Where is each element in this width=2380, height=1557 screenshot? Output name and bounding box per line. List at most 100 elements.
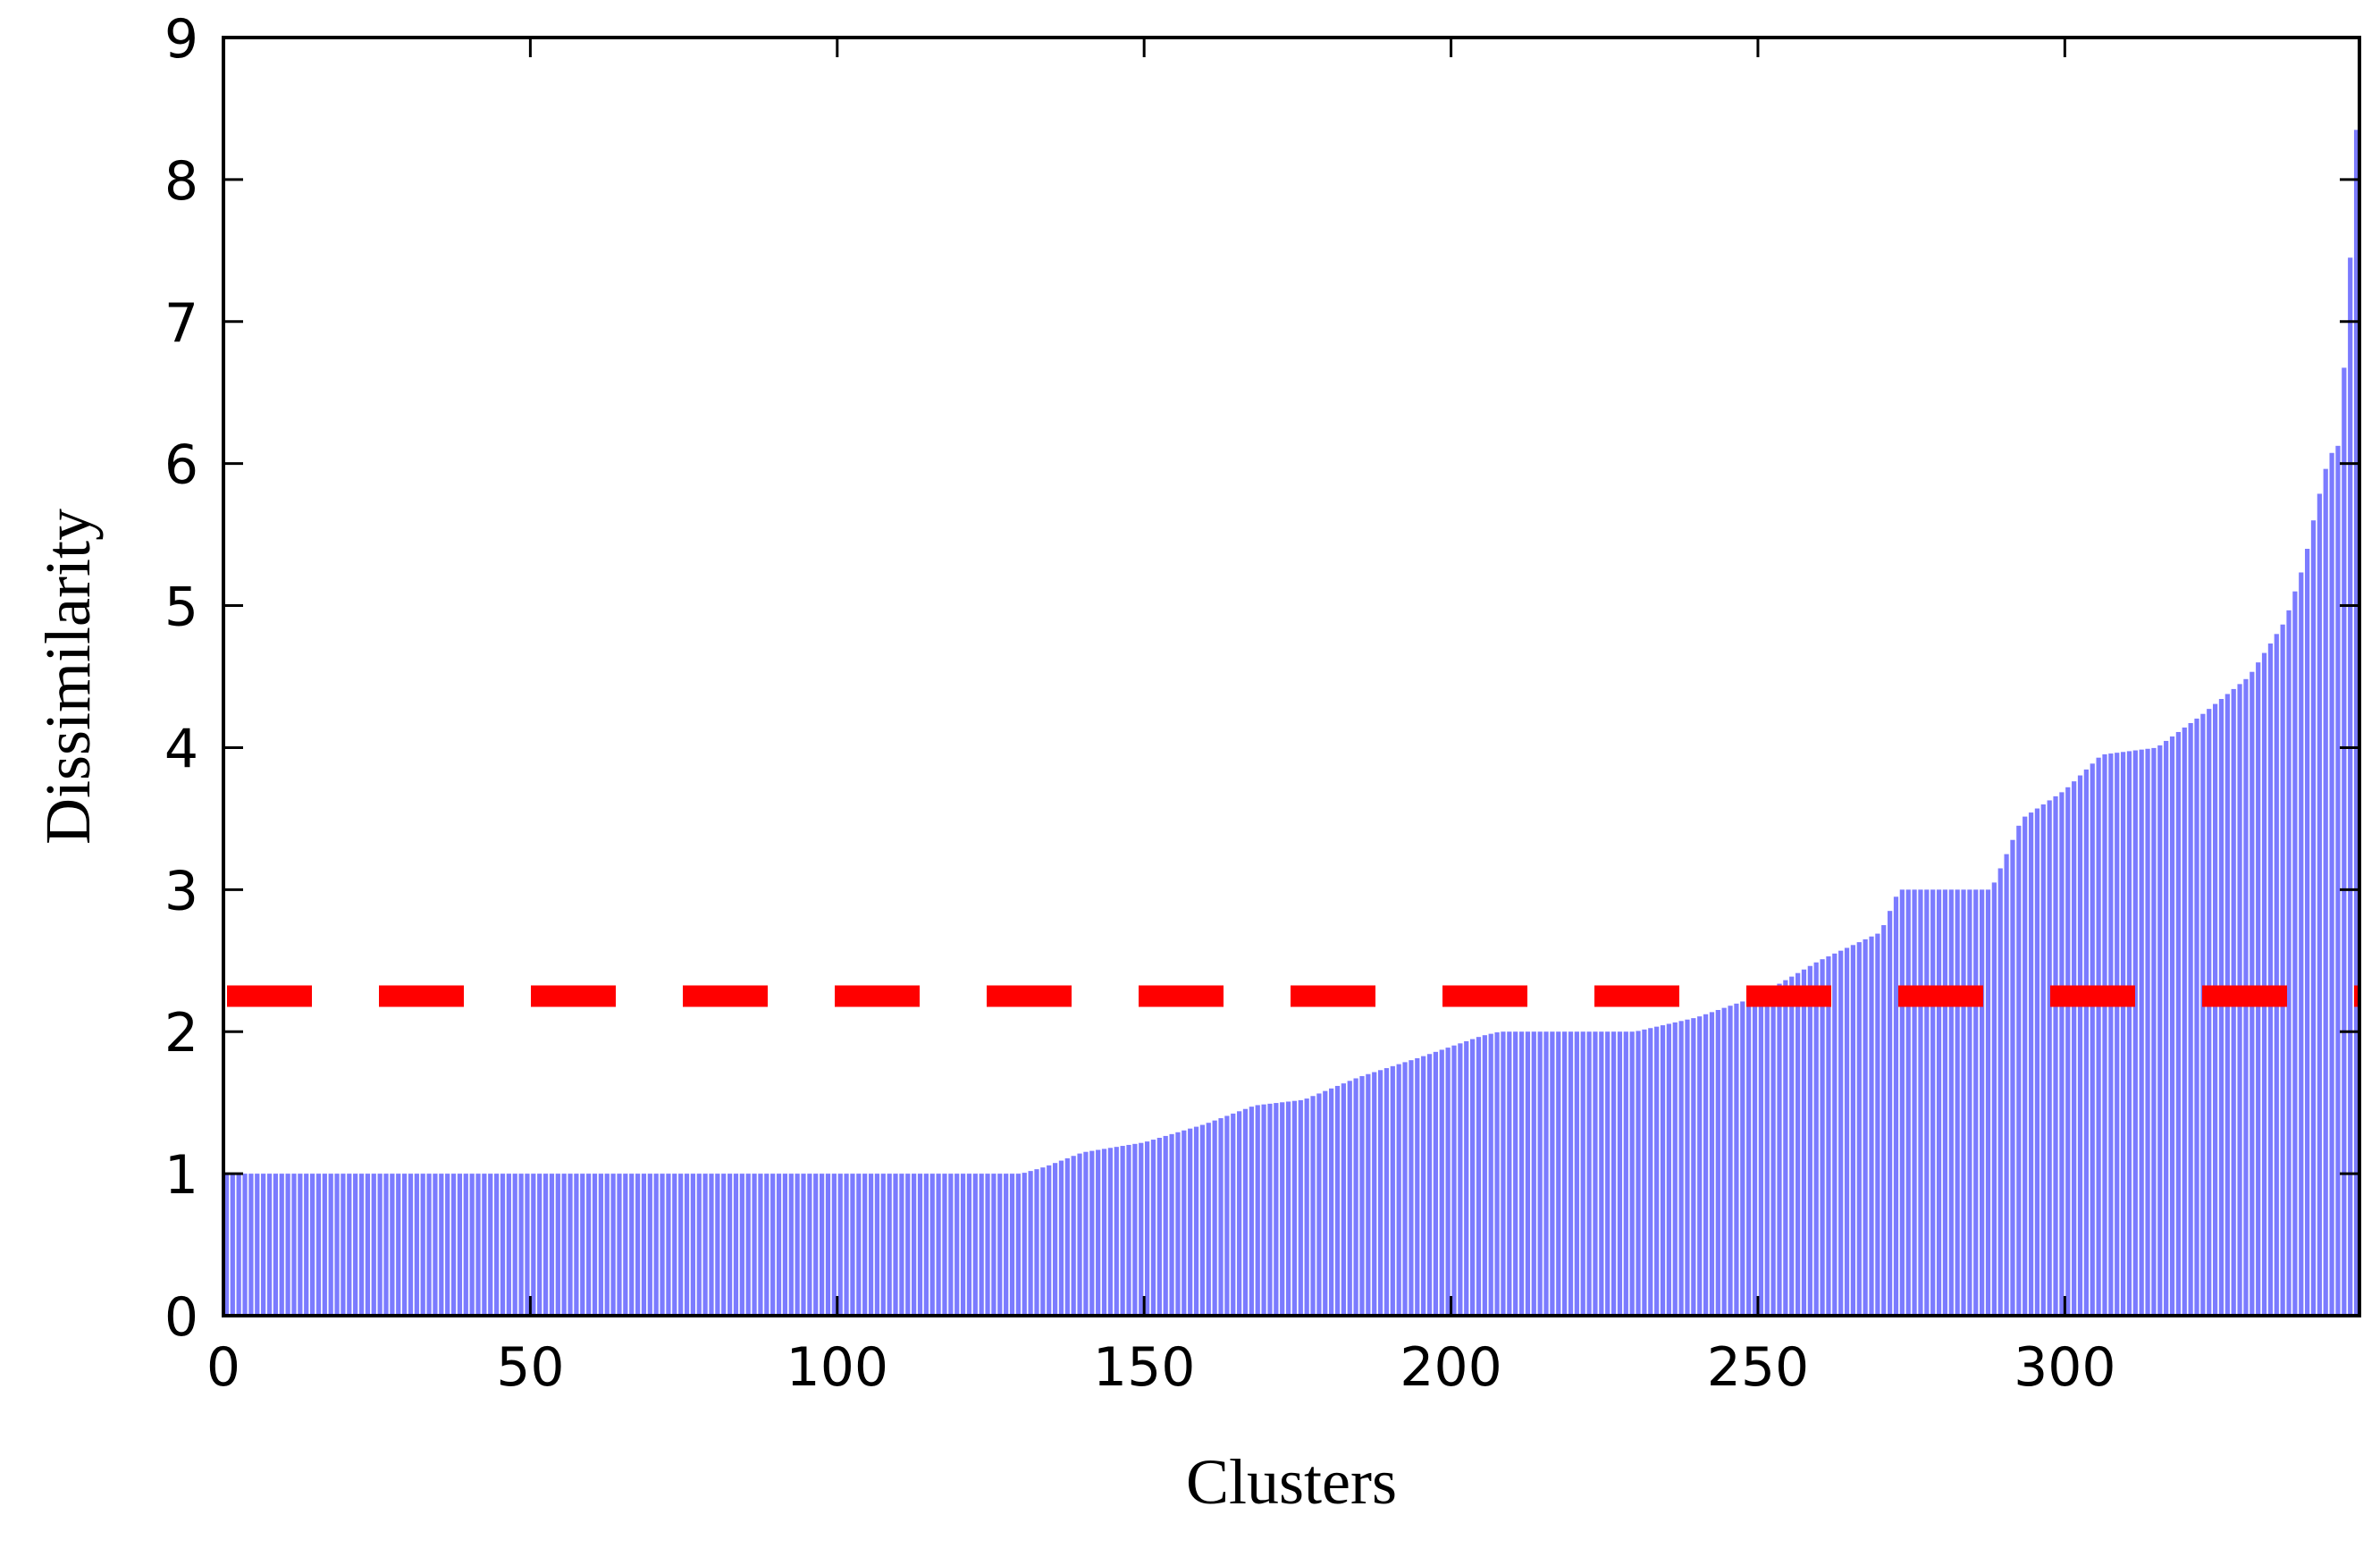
bar (1672, 1022, 1678, 1316)
bar (1015, 1174, 1021, 1316)
bar (1936, 889, 1942, 1316)
bar (1967, 889, 1972, 1316)
y-tick-label: 2 (164, 1002, 198, 1065)
bar (1107, 1148, 1114, 1316)
bar (813, 1174, 819, 1316)
bar (1777, 983, 1782, 1316)
bar (666, 1174, 671, 1316)
bar (752, 1174, 757, 1316)
bar (1721, 1007, 1727, 1316)
bar (1145, 1141, 1150, 1316)
bar (285, 1174, 290, 1316)
bar (1323, 1090, 1328, 1316)
bar (531, 1174, 536, 1316)
bar (647, 1174, 652, 1316)
bar (2132, 750, 2138, 1316)
bar (1568, 1031, 1574, 1316)
bar (1476, 1037, 1482, 1316)
bar (985, 1174, 990, 1316)
bar (2151, 747, 2157, 1316)
bar (1691, 1018, 1696, 1316)
bar (457, 1174, 463, 1316)
y-tick-label: 5 (164, 577, 198, 639)
y-tick-label: 6 (164, 434, 198, 497)
bar (2059, 792, 2065, 1316)
bar (1052, 1163, 1058, 1316)
bar (880, 1174, 886, 1316)
bar (1709, 1012, 1715, 1317)
bar (660, 1174, 665, 1316)
bar (690, 1174, 695, 1316)
bar (1654, 1026, 1660, 1316)
bar (709, 1174, 714, 1316)
bar (1728, 1006, 1733, 1316)
bar (1316, 1093, 1322, 1316)
bar (1261, 1104, 1266, 1316)
bar (1291, 1100, 1298, 1316)
bar (463, 1174, 468, 1316)
bar (1955, 889, 1960, 1316)
bar (2047, 800, 2052, 1316)
bar (2164, 740, 2169, 1316)
bar (2120, 752, 2126, 1316)
bar (1826, 956, 1831, 1316)
bar (610, 1174, 616, 1316)
bar (862, 1174, 868, 1316)
bar (1734, 1003, 1739, 1316)
bar (1169, 1133, 1174, 1316)
bar (1304, 1098, 1309, 1316)
bar (414, 1174, 419, 1316)
bar (795, 1174, 800, 1316)
bar (401, 1174, 408, 1316)
bar (629, 1174, 635, 1316)
bar (2145, 748, 2150, 1316)
y-tick-label: 4 (164, 718, 198, 780)
x-axis-title: Clusters (1186, 1446, 1397, 1518)
bar (2077, 775, 2083, 1316)
bar (261, 1174, 266, 1316)
bar (641, 1174, 647, 1316)
plot-frame (222, 36, 2361, 1317)
bar (279, 1174, 284, 1316)
bar (1377, 1070, 1383, 1316)
bar (242, 1174, 248, 1316)
bar (1991, 882, 1997, 1316)
bar (390, 1174, 395, 1316)
bar (955, 1174, 960, 1316)
ticks-group: 0 50 100 150 200 250 300 0 1 2 3 4 5 6 7 8 9 (164, 8, 2359, 1399)
bar (2023, 816, 2028, 1316)
bar (917, 1174, 923, 1316)
bar (439, 1174, 444, 1316)
bar (1058, 1160, 1064, 1316)
bar (672, 1174, 677, 1316)
bar (960, 1174, 966, 1316)
bar (1353, 1078, 1358, 1316)
bar (727, 1174, 733, 1316)
bar (1150, 1140, 1156, 1316)
bar (512, 1174, 517, 1316)
bar (2083, 769, 2089, 1316)
bar (223, 1174, 230, 1316)
bar (2310, 520, 2317, 1316)
bar (604, 1174, 610, 1316)
bar (1518, 1031, 1525, 1316)
bar (525, 1174, 530, 1316)
bar (1869, 936, 1874, 1316)
bar (1973, 889, 1979, 1316)
bar (482, 1174, 487, 1316)
bar (1586, 1031, 1592, 1316)
bar (1856, 942, 1862, 1316)
bar (1770, 987, 1776, 1316)
bar (1997, 868, 2003, 1316)
bar (1648, 1028, 1653, 1316)
bar (1752, 997, 1758, 1316)
bar (696, 1174, 702, 1316)
bar (537, 1174, 542, 1316)
bar (1918, 889, 1923, 1316)
bar (1832, 953, 1838, 1316)
x-tick-label: 50 (496, 1336, 564, 1399)
bar (1383, 1068, 1390, 1316)
bar (2157, 745, 2163, 1316)
bar (1064, 1157, 1070, 1316)
bar (1801, 969, 1807, 1316)
